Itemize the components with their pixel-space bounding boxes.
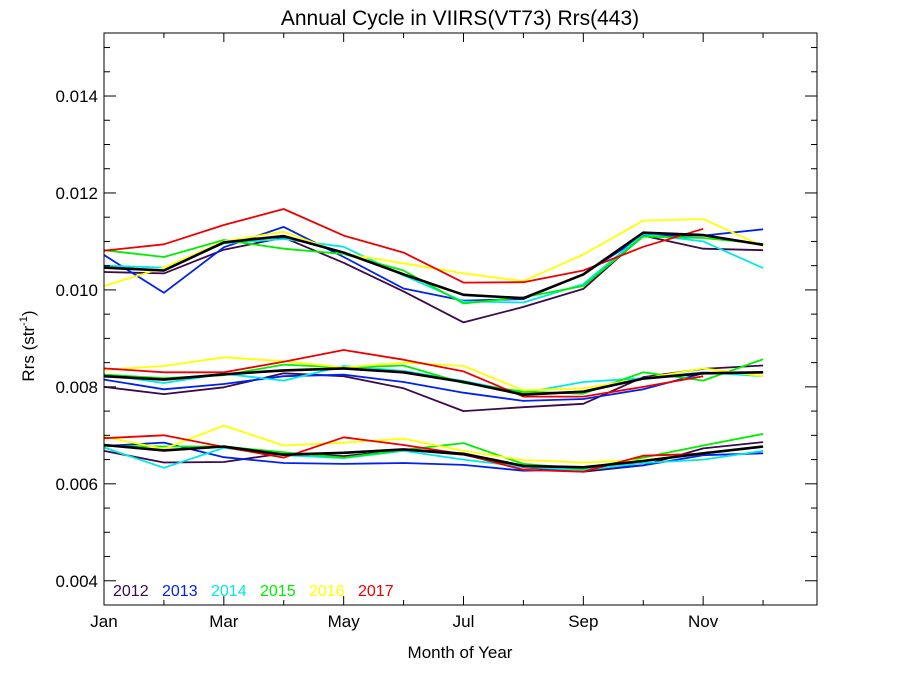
chart-title: Annual Cycle in VIIRS(VT73) Rrs(443) <box>281 7 639 30</box>
legend-item-2012: 2012 <box>113 583 149 600</box>
x-axis-label: Month of Year <box>408 643 513 662</box>
series-line <box>103 367 764 396</box>
series-line <box>103 231 764 300</box>
x-tick-label: Nov <box>688 612 719 631</box>
series-line <box>103 234 764 324</box>
plot-frame <box>103 32 818 606</box>
axis-ticks <box>103 33 817 605</box>
series-line <box>103 441 764 472</box>
x-tick-label: Jan <box>90 612 117 631</box>
y-tick-label: 0.014 <box>55 87 98 106</box>
series-2014 <box>103 233 764 472</box>
y-tick-label: 0.012 <box>55 184 98 203</box>
x-tick-label: Sep <box>568 612 598 631</box>
x-tick-label: Jul <box>453 612 475 631</box>
legend-item-2015: 2015 <box>260 583 296 600</box>
series-2012 <box>103 234 764 473</box>
series-line <box>103 208 704 284</box>
series-line <box>103 424 764 464</box>
y-tick-label: 0.008 <box>55 378 98 397</box>
y-axis-label-superscript: -1 <box>18 316 30 326</box>
series-line <box>103 443 764 469</box>
y-axis-label: Rrs (str-1) <box>18 310 38 381</box>
y-tick-label: 0.004 <box>55 572 98 591</box>
series-mean <box>103 231 764 469</box>
y-axis-label-main: Rrs (str <box>19 326 38 382</box>
series-line <box>103 371 764 402</box>
series-line <box>103 364 764 413</box>
legend-item-2014: 2014 <box>211 583 247 600</box>
plot-lines <box>103 208 764 473</box>
x-tick-label: May <box>328 612 361 631</box>
series-line <box>103 235 764 305</box>
legend-item-2013: 2013 <box>162 583 198 600</box>
series-line <box>103 365 764 394</box>
series-line <box>103 349 704 398</box>
y-tick-label: 0.010 <box>55 281 98 300</box>
x-tick-label: Mar <box>209 612 239 631</box>
tick-labels: Jan Mar May Jul Sep Nov 0.004 0.006 0.008 0.010 0.… <box>55 87 718 631</box>
series-2016 <box>103 218 764 464</box>
legend-item-2016: 2016 <box>309 583 345 600</box>
legend: 2012 2013 2014 2015 2016 2017 <box>113 583 394 600</box>
series-line <box>103 446 764 472</box>
legend-item-2017: 2017 <box>358 583 394 600</box>
y-axis-label-close: ) <box>19 310 38 316</box>
y-tick-label: 0.006 <box>55 475 98 494</box>
